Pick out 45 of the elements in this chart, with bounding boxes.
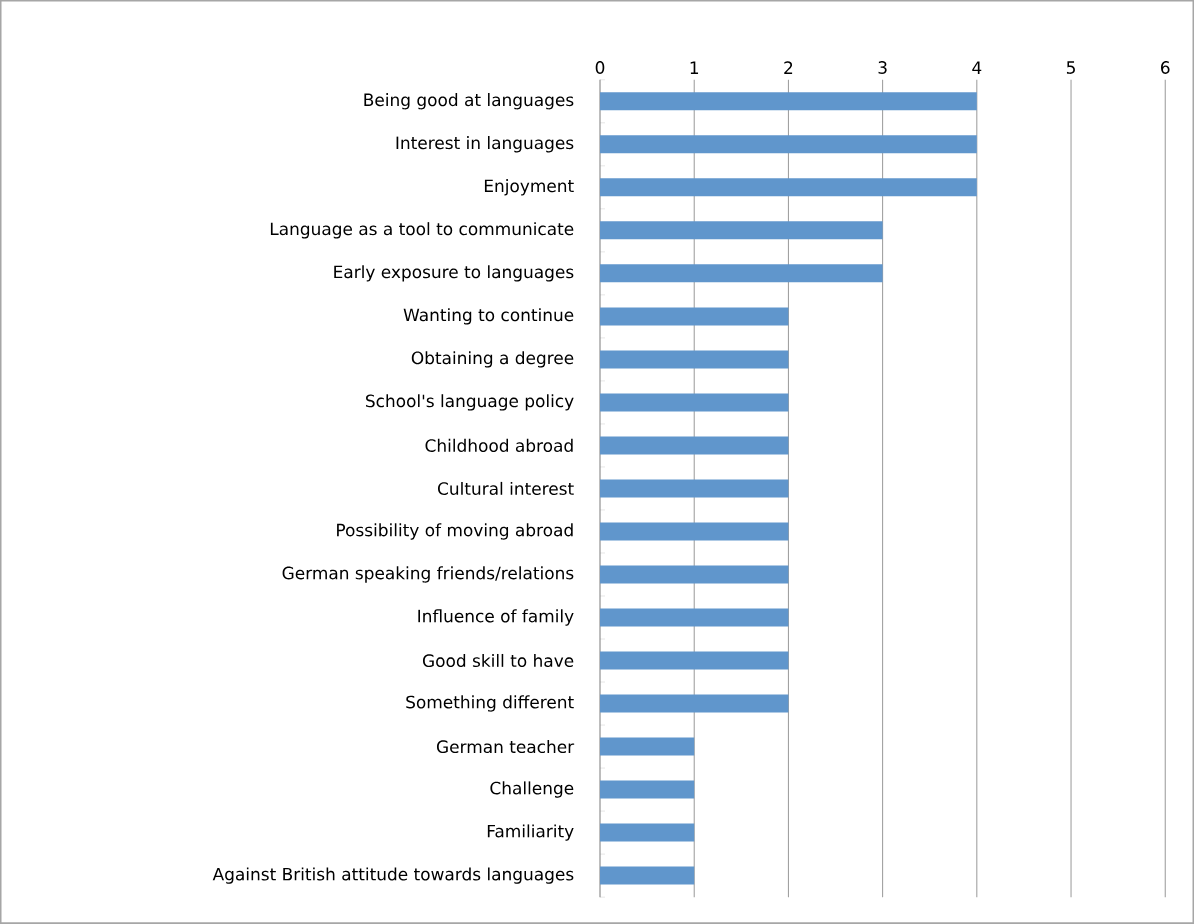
y-tick-label: School's language policy bbox=[365, 394, 574, 411]
y-tick-label: Childhood abroad bbox=[425, 438, 573, 453]
y-tick-label: Obtaining a degree bbox=[411, 351, 574, 368]
y-tick-label: Something different bbox=[406, 695, 574, 712]
y-tick-label: Interest in languages bbox=[396, 136, 574, 153]
bar bbox=[600, 350, 789, 369]
bar bbox=[600, 565, 789, 584]
y-tick-label: Early exposure to languages bbox=[334, 265, 574, 282]
y-tick-label: Being good at languages bbox=[364, 93, 574, 110]
x-tick-label: 0 bbox=[595, 61, 605, 74]
bar bbox=[600, 522, 789, 541]
x-tick-label: 4 bbox=[972, 61, 982, 74]
y-tick-label: Possibility of moving abroad bbox=[337, 523, 573, 540]
bar bbox=[600, 221, 883, 240]
bar bbox=[600, 823, 695, 842]
bar bbox=[600, 737, 695, 756]
y-tick-label: Language as a tool to communicate bbox=[270, 222, 574, 239]
x-tick-label: 5 bbox=[1066, 61, 1075, 74]
bar bbox=[600, 92, 977, 111]
y-tick-label: Cultural interest bbox=[438, 481, 574, 496]
bar bbox=[600, 694, 789, 713]
bar bbox=[600, 479, 789, 498]
x-tick-label: 1 bbox=[690, 61, 699, 74]
x-tick-label: 6 bbox=[1161, 61, 1170, 74]
bar bbox=[600, 780, 695, 799]
y-tick-label: Against British attitude towards languages bbox=[212, 867, 574, 884]
x-tick-label: 2 bbox=[784, 61, 793, 74]
x-tick-label: 3 bbox=[878, 61, 887, 74]
bar bbox=[600, 393, 789, 412]
y-tick-label: German speaking friends/relations bbox=[282, 566, 574, 583]
bar bbox=[600, 135, 977, 154]
y-tick-label: Challenge bbox=[490, 781, 574, 798]
bar bbox=[600, 651, 789, 670]
y-tick-label: Influence of family bbox=[418, 609, 574, 626]
bar bbox=[600, 307, 789, 326]
bar bbox=[600, 178, 977, 197]
bar bbox=[600, 866, 695, 885]
bar bbox=[600, 264, 883, 283]
y-tick-label: Enjoyment bbox=[484, 179, 574, 196]
y-tick-label: Good skill to have bbox=[422, 654, 574, 668]
bar bbox=[600, 436, 789, 455]
y-tick-label: Wanting to continue bbox=[403, 308, 574, 325]
y-tick-label: Familiarity bbox=[487, 824, 574, 841]
bar bbox=[600, 608, 789, 627]
y-tick-label: German teacher bbox=[436, 740, 575, 754]
